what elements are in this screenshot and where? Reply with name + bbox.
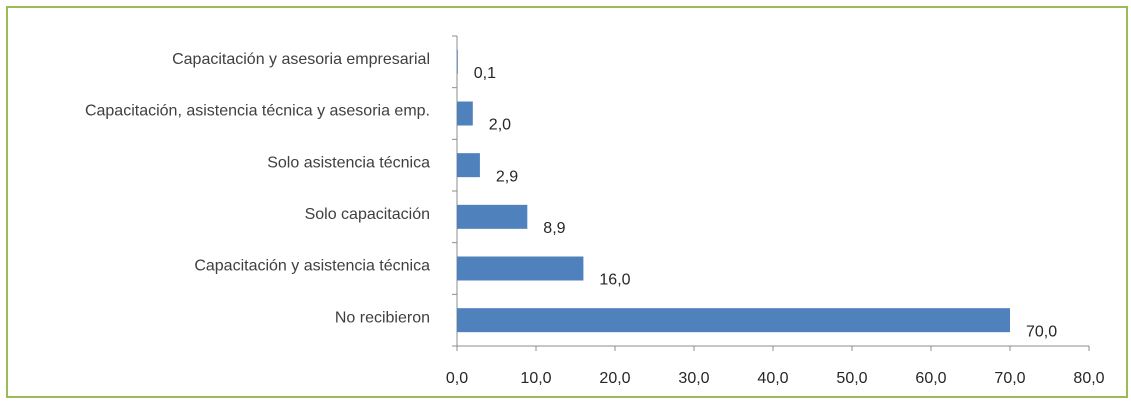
category-label: Capacitación y asistencia técnica — [194, 258, 430, 275]
x-tick-label: 40,0 — [757, 370, 788, 387]
category-label: Capacitación y asesoria empresarial — [172, 51, 430, 68]
x-tick-label: 70,0 — [994, 370, 1025, 387]
x-tick-label: 10,0 — [520, 370, 551, 387]
category-label: Capacitación, asistencia técnica y aseso… — [85, 103, 430, 120]
value-label: 2,9 — [496, 168, 518, 185]
chart-frame — [6, 6, 1128, 398]
bar — [457, 256, 584, 281]
value-label: 0,1 — [474, 65, 496, 82]
x-tick-label: 50,0 — [836, 370, 867, 387]
x-tick-label: 30,0 — [678, 370, 709, 387]
bar — [457, 101, 473, 126]
bar — [457, 153, 480, 178]
x-tick-label: 60,0 — [915, 370, 946, 387]
x-tick-label: 80,0 — [1073, 370, 1104, 387]
category-label: Solo asistencia técnica — [267, 154, 430, 171]
x-tick-label: 20,0 — [599, 370, 630, 387]
bar — [457, 204, 528, 229]
value-label: 8,9 — [543, 220, 565, 237]
category-label: Solo capacitación — [305, 206, 430, 223]
bar — [457, 308, 1010, 333]
value-label: 2,0 — [489, 117, 511, 134]
category-label: No recibieron — [335, 309, 430, 326]
x-tick-label: 0,0 — [446, 370, 468, 387]
value-label: 16,0 — [599, 272, 630, 289]
value-label: 70,0 — [1026, 323, 1057, 340]
bar — [457, 49, 458, 74]
